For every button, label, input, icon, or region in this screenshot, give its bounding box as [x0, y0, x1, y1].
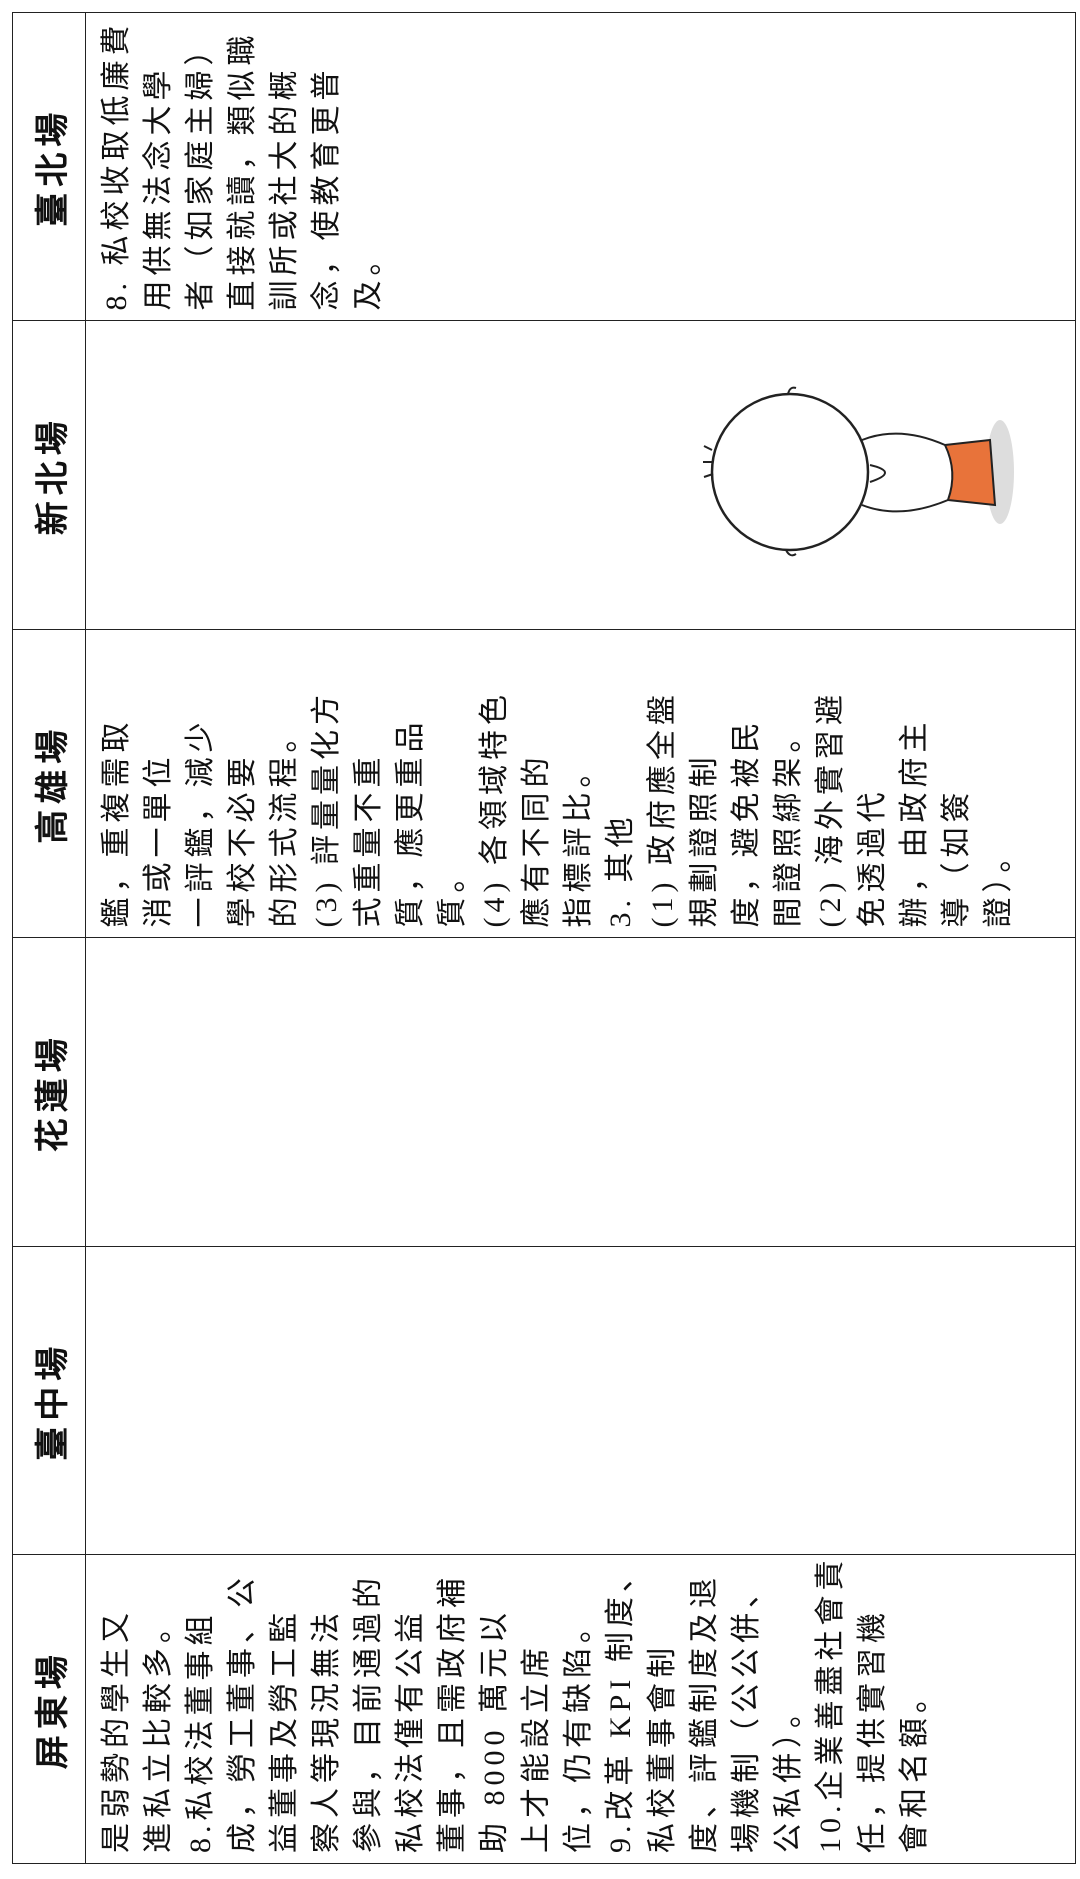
text-line: 用供無法念大學 — [142, 65, 175, 311]
text-line: 8.私校法董事組 — [184, 1610, 217, 1854]
text-line: 者（如家庭主婦） — [184, 30, 217, 311]
text-line: 應有不同的 — [520, 752, 553, 928]
text-line: 質，應更重品 — [394, 717, 427, 928]
text-line: 一評鑑，減少 — [184, 717, 217, 928]
header-row: 屏東場 臺中場 花蓮場 高雄場 新北場 臺北場 — [12, 12, 86, 1864]
text-line: 導（如簽 — [940, 787, 973, 928]
column-header: 臺北場 — [12, 12, 86, 321]
text-line: 位，仍有缺陷。 — [562, 1608, 595, 1853]
text-line: 念，使教育更普 — [310, 65, 343, 311]
column-header: 高雄場 — [12, 629, 86, 938]
text-line: 式重量不重 — [352, 752, 385, 928]
cell: 是弱勢的學生又 進私立比較多。 8.私校法董事組 成，勞工董事、公 益董事及勞工監 察人等… — [85, 1555, 1076, 1864]
text-line: 消或一單位 — [142, 752, 175, 928]
text-line: 規劃證照制 — [688, 752, 721, 928]
text-line: 學校不必要 — [226, 752, 259, 928]
column-header: 新北場 — [12, 321, 86, 630]
text-line: (3) 評量量化方 — [310, 690, 343, 928]
column-header: 臺中場 — [12, 1246, 86, 1555]
text-line: 度，避免被民 — [730, 717, 763, 928]
cell: 8. 私校收取低廉費 用供無法念大學 者（如家庭主婦） 直接就讀，類似職 訓所或社大的概… — [85, 12, 1076, 321]
text-line: 成，勞工董事、公 — [226, 1573, 259, 1853]
text-line: 9.改革 KPI 制度、 — [604, 1557, 637, 1853]
cell — [85, 938, 1076, 1247]
text-line: 10.企業善盡社會責 — [814, 1555, 847, 1854]
column-header: 花蓮場 — [12, 938, 86, 1247]
text-line: 私校董事會制 — [646, 1643, 679, 1853]
text-line: 度、評鑑制度及退 — [688, 1573, 721, 1853]
text-line: 進私立比較多。 — [142, 1608, 175, 1853]
text-line: 上才能設立席 — [520, 1643, 553, 1853]
text-line: (2) 海外實習避 — [814, 690, 847, 928]
column-header: 屏東場 — [12, 1555, 86, 1864]
text-line: 察人等現況無法 — [310, 1608, 343, 1853]
text-line: 辦，由政府主 — [898, 717, 931, 928]
cell: 鑑，重複需取 消或一單位 一評鑑，減少 學校不必要 的形式流程。 (3) 評量量化方 式重量… — [85, 629, 1076, 938]
text-line: 的形式流程。 — [268, 717, 301, 928]
text-line: 間證照綁架。 — [772, 717, 805, 928]
text-line: 指標評比。 — [562, 752, 595, 928]
text-line: 私校法僅有公益 — [394, 1608, 427, 1853]
text-line: 益董事及勞工監 — [268, 1608, 301, 1853]
text-line: 及。 — [352, 240, 385, 311]
text-line: 免透過代 — [856, 787, 889, 928]
text-line: 公私併）。 — [772, 1693, 805, 1853]
text-line: 訓所或社大的概 — [268, 65, 301, 311]
text-line: 參與，目前通過的 — [352, 1573, 385, 1853]
table: 屏東場 臺中場 花蓮場 高雄場 新北場 臺北場 是弱勢的學生又 進私立比較多。 8.私校法董事… — [12, 12, 1076, 1864]
text-line: 董事，且需政府補 — [436, 1573, 469, 1853]
text-line: 證）。 — [982, 837, 1015, 928]
text-line: 是弱勢的學生又 — [100, 1608, 133, 1853]
text-line: 8. 私校收取低廉費 — [100, 20, 133, 311]
cell — [85, 321, 1076, 630]
cell — [85, 1246, 1076, 1555]
text-line: 3. 其他 — [604, 812, 637, 928]
body-row: 是弱勢的學生又 進私立比較多。 8.私校法董事組 成，勞工董事、公 益董事及勞工監 察人等… — [85, 12, 1076, 1864]
text-line: 直接就讀，類似職 — [226, 30, 259, 311]
text-line: (1) 政府應全盤 — [646, 690, 679, 928]
text-line: 質。 — [436, 857, 469, 928]
text-line: 會和名額。 — [898, 1678, 931, 1853]
text-line: 任，提供實習機 — [856, 1608, 889, 1853]
text-line: 場機制（公公併、 — [730, 1573, 763, 1853]
text-line: 鑑，重複需取 — [100, 717, 133, 928]
text-line: (4) 各領域特色 — [478, 690, 511, 928]
text-line: 助 8000 萬元以 — [478, 1608, 511, 1853]
